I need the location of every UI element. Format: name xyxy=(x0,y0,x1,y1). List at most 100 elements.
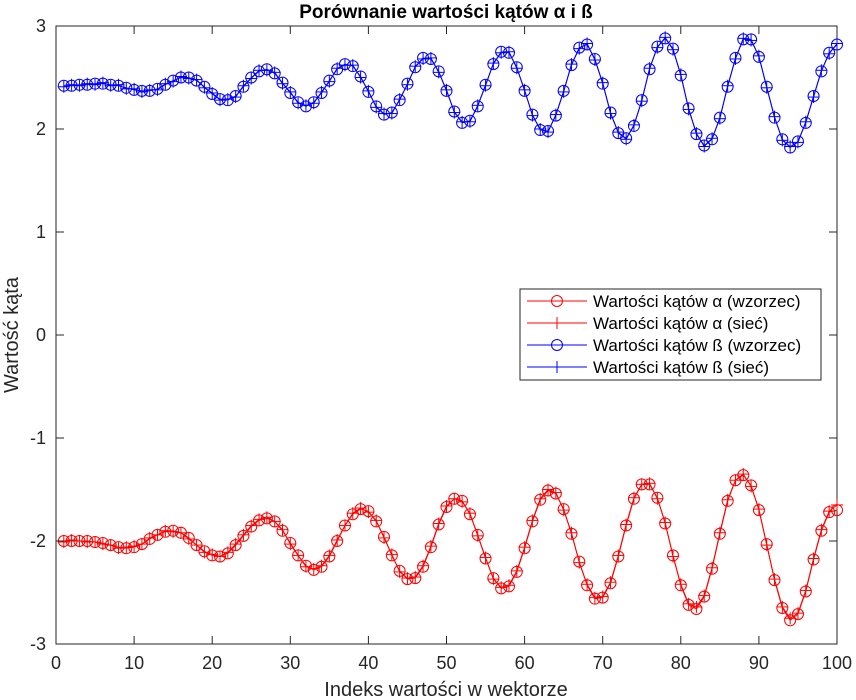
y-axis-title: Wartość kąta xyxy=(1,276,23,393)
data-point-plus xyxy=(510,564,523,577)
data-point-plus xyxy=(620,133,633,146)
data-point-plus xyxy=(198,546,211,559)
data-point-plus xyxy=(432,66,445,79)
data-point-plus xyxy=(385,548,398,561)
series-2 xyxy=(57,468,843,625)
data-point-plus xyxy=(596,590,609,603)
data-point-plus xyxy=(214,550,227,563)
data-point-plus xyxy=(791,607,804,620)
legend: Wartości kątów α (wzorzec) Wartości kątów… xyxy=(519,288,822,381)
data-point-plus xyxy=(495,581,508,594)
y-tick-label: -1 xyxy=(30,428,46,448)
data-point-plus xyxy=(534,123,547,135)
data-point-plus xyxy=(479,79,492,92)
series-layer xyxy=(57,31,843,627)
x-tick-label: 30 xyxy=(280,653,300,673)
data-point-plus xyxy=(463,115,476,128)
data-point-plus xyxy=(448,106,461,119)
data-point-plus xyxy=(495,46,508,59)
data-point-plus xyxy=(409,60,422,73)
data-point-plus xyxy=(237,528,250,541)
legend-label: Wartości kątów α (sieć) xyxy=(593,314,768,333)
data-point-plus xyxy=(721,493,734,506)
data-point-plus xyxy=(292,549,305,562)
data-point-plus xyxy=(346,507,359,520)
data-point-plus xyxy=(807,552,820,565)
data-point-plus xyxy=(276,77,289,90)
data-point-plus xyxy=(760,81,773,94)
data-point-plus xyxy=(401,572,414,585)
data-point-plus xyxy=(190,73,203,86)
data-point-plus xyxy=(448,492,461,505)
data-point-plus xyxy=(643,62,656,75)
data-point-plus xyxy=(456,495,469,508)
data-point-plus xyxy=(307,562,320,575)
y-tick-label: 0 xyxy=(36,325,46,345)
data-point-plus xyxy=(57,80,70,93)
data-point-plus xyxy=(112,542,125,555)
legend-marker xyxy=(551,295,563,307)
chart-title: Porównanie wartości kątów α i ß xyxy=(299,2,593,23)
data-point-plus xyxy=(831,498,843,511)
data-point-plus xyxy=(174,526,187,539)
data-point-plus xyxy=(417,559,430,572)
data-point-plus xyxy=(260,511,273,524)
data-point-plus xyxy=(565,526,578,539)
data-point-plus xyxy=(323,75,336,88)
data-point-plus xyxy=(104,79,117,92)
data-point-plus xyxy=(206,86,219,99)
data-point-plus xyxy=(768,573,781,586)
data-point-plus xyxy=(198,81,211,94)
series-line xyxy=(63,36,838,148)
data-point-plus xyxy=(245,72,258,85)
data-point-plus xyxy=(128,82,141,95)
data-point-plus xyxy=(159,524,172,537)
data-point-plus xyxy=(57,536,70,549)
data-point-plus xyxy=(823,47,836,60)
x-tick-label: 70 xyxy=(593,653,613,673)
data-point-plus xyxy=(706,132,719,145)
data-point-plus xyxy=(385,107,398,120)
data-point-plus xyxy=(737,468,750,481)
data-point-plus xyxy=(604,576,617,589)
data-point-plus xyxy=(581,37,594,50)
data-point-plus xyxy=(284,538,297,551)
data-point-plus xyxy=(206,548,219,561)
data-point-plus xyxy=(299,99,312,112)
x-tick-label: 10 xyxy=(124,653,144,673)
data-point-plus xyxy=(245,519,258,532)
data-point-plus xyxy=(510,62,523,75)
data-point-plus xyxy=(346,59,359,72)
y-tick-label: -3 xyxy=(30,634,46,654)
data-point-plus xyxy=(354,71,367,84)
y-tick-label: 3 xyxy=(36,16,46,36)
data-point-plus xyxy=(666,43,679,56)
data-point-plus xyxy=(760,539,773,552)
data-point-plus xyxy=(588,53,601,66)
data-point-plus xyxy=(682,103,695,116)
data-point-plus xyxy=(143,531,156,544)
data-point-plus xyxy=(659,516,672,529)
data-point-plus xyxy=(362,506,375,519)
y-tick-label: 2 xyxy=(36,119,46,139)
data-point-plus xyxy=(104,539,117,552)
data-point-plus xyxy=(807,91,820,104)
data-point-plus xyxy=(799,115,812,128)
x-tick-label: 0 xyxy=(51,653,61,673)
data-point-plus xyxy=(268,515,281,528)
data-point-plus xyxy=(65,533,78,546)
data-point-plus xyxy=(612,549,625,562)
data-point-plus xyxy=(729,52,742,65)
data-point-plus xyxy=(401,78,414,91)
data-point-plus xyxy=(542,126,555,139)
data-point-plus xyxy=(409,571,422,584)
data-point-plus xyxy=(120,541,133,554)
data-point-plus xyxy=(831,37,843,50)
data-point-plus xyxy=(784,612,797,625)
data-point-plus xyxy=(604,107,617,120)
legend-label: Wartości kątów α (wzorzec) xyxy=(593,292,801,311)
data-point-plus xyxy=(471,529,484,542)
data-point-plus xyxy=(167,525,180,538)
data-point-plus xyxy=(706,561,719,574)
